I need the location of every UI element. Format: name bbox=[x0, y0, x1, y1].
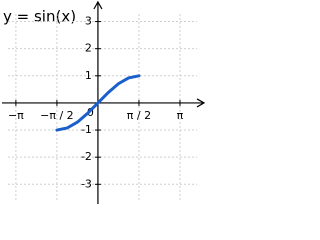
y-tick-label: 1 bbox=[85, 69, 92, 82]
y-axis-arrow bbox=[93, 0, 103, 10]
y-tick-label: -3 bbox=[81, 177, 92, 190]
y-tick-label: 2 bbox=[85, 42, 92, 55]
sine-curve bbox=[55, 74, 141, 132]
y-tick-label: 3 bbox=[85, 15, 92, 28]
x-tick-label: π bbox=[177, 109, 184, 122]
grid-layer bbox=[8, 14, 197, 200]
x-tick-label: π / 2 bbox=[127, 109, 151, 122]
y-tick-label: -1 bbox=[81, 123, 92, 136]
chart-title: y = sin(x) bbox=[3, 8, 76, 26]
y-tick-label: -2 bbox=[81, 150, 92, 163]
x-tick-label: −π bbox=[8, 109, 24, 122]
x-tick-label: −π / 2 bbox=[40, 109, 74, 122]
x-axis-arrow bbox=[196, 98, 205, 108]
axis-layer bbox=[2, 0, 205, 204]
